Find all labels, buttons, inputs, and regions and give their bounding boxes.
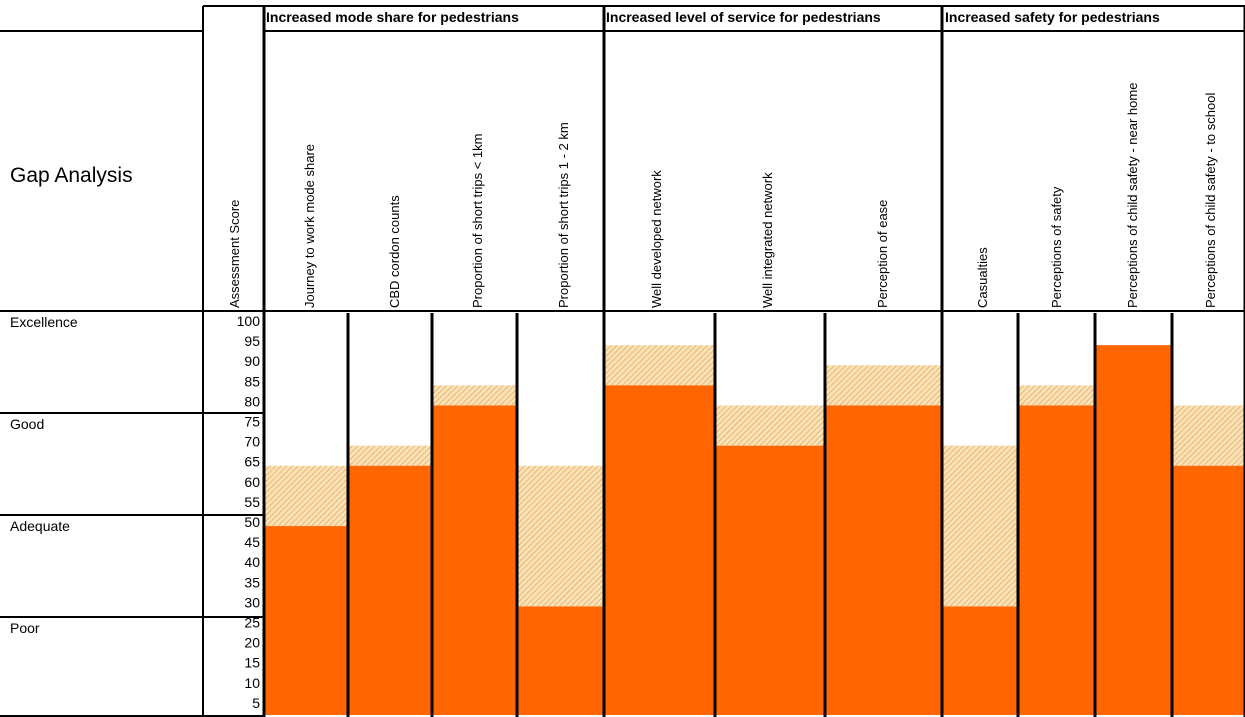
- bar-score-9: [1018, 405, 1095, 715]
- y-tick-label: 45: [244, 534, 260, 550]
- bar-range-1: [264, 465, 348, 527]
- col-label-perception-ease: Perception of ease: [875, 200, 890, 308]
- group-label-level-of-service: Increased level of service for pedestria…: [606, 9, 881, 25]
- y-tick-label: 55: [244, 494, 260, 510]
- col-label-short-trips-1-2km: Proportion of short trips 1 - 2 km: [556, 122, 571, 308]
- bar-range-8: [942, 445, 1018, 607]
- band-label-adequate: Adequate: [10, 518, 70, 534]
- bar-range-11: [1172, 405, 1245, 466]
- band-label-excellence: Excellence: [10, 314, 78, 330]
- y-tick-label: 60: [244, 474, 260, 490]
- chart-title: Gap Analysis: [10, 164, 133, 187]
- y-tick-label: 95: [244, 333, 260, 349]
- bar-range-2: [348, 445, 432, 466]
- y-axis-label: Assessment Score: [227, 200, 242, 308]
- bar-score-6: [715, 445, 825, 715]
- y-tick-label: 65: [244, 454, 260, 470]
- y-tick-label: 25: [244, 615, 260, 631]
- bar-range-4: [517, 465, 604, 607]
- bar-range-3: [432, 385, 517, 406]
- bar-score-8: [942, 606, 1018, 715]
- y-tick-label: 30: [244, 594, 260, 610]
- col-label-well-developed: Well developed network: [649, 170, 664, 308]
- y-tick-label: 35: [244, 574, 260, 590]
- y-tick-label: 100: [237, 313, 261, 329]
- col-label-child-safety-school: Perceptions of child safety - to school: [1203, 93, 1218, 308]
- y-tick-label: 40: [244, 554, 260, 570]
- y-tick-label: 15: [244, 655, 260, 671]
- bar-score-7: [825, 405, 942, 715]
- y-tick-label: 80: [244, 393, 260, 409]
- bar-score-2: [348, 465, 432, 715]
- bar-score-4: [517, 606, 604, 715]
- y-tick-label: 5: [252, 695, 260, 711]
- col-label-perceptions-safety: Perceptions of safety: [1049, 186, 1064, 308]
- bar-score-11: [1172, 465, 1245, 715]
- bar-score-3: [432, 405, 517, 715]
- y-tick-label: 10: [244, 675, 260, 691]
- band-label-poor: Poor: [10, 620, 40, 636]
- bar-range-5: [604, 345, 715, 386]
- bar-score-1: [264, 526, 348, 715]
- bar-score-5: [604, 385, 715, 715]
- y-tick-label: 50: [244, 514, 260, 530]
- col-label-well-integrated: Well integrated network: [760, 172, 775, 308]
- col-label-child-safety-home: Perceptions of child safety - near home: [1125, 83, 1140, 308]
- group-label-safety: Increased safety for pedestrians: [945, 9, 1160, 25]
- bar-score-10: [1095, 345, 1172, 715]
- col-label-casualties: Casualties: [975, 247, 990, 308]
- y-tick-label: 90: [244, 353, 260, 369]
- bar-range-9: [1018, 385, 1095, 406]
- group-label-mode-share: Increased mode share for pedestrians: [266, 9, 519, 25]
- y-tick-label: 20: [244, 635, 260, 651]
- y-tick-label: 70: [244, 434, 260, 450]
- bar-range-7: [825, 365, 942, 406]
- col-label-cbd-cordon: CBD cordon counts: [387, 195, 402, 308]
- y-tick-label: 85: [244, 373, 260, 389]
- y-tick-label: 75: [244, 414, 260, 430]
- col-label-short-trips-1km: Proportion of short trips < 1km: [470, 134, 485, 309]
- bar-range-6: [715, 405, 825, 446]
- band-label-good: Good: [10, 416, 44, 432]
- col-label-journey-to-work: Journey to work mode share: [302, 144, 317, 308]
